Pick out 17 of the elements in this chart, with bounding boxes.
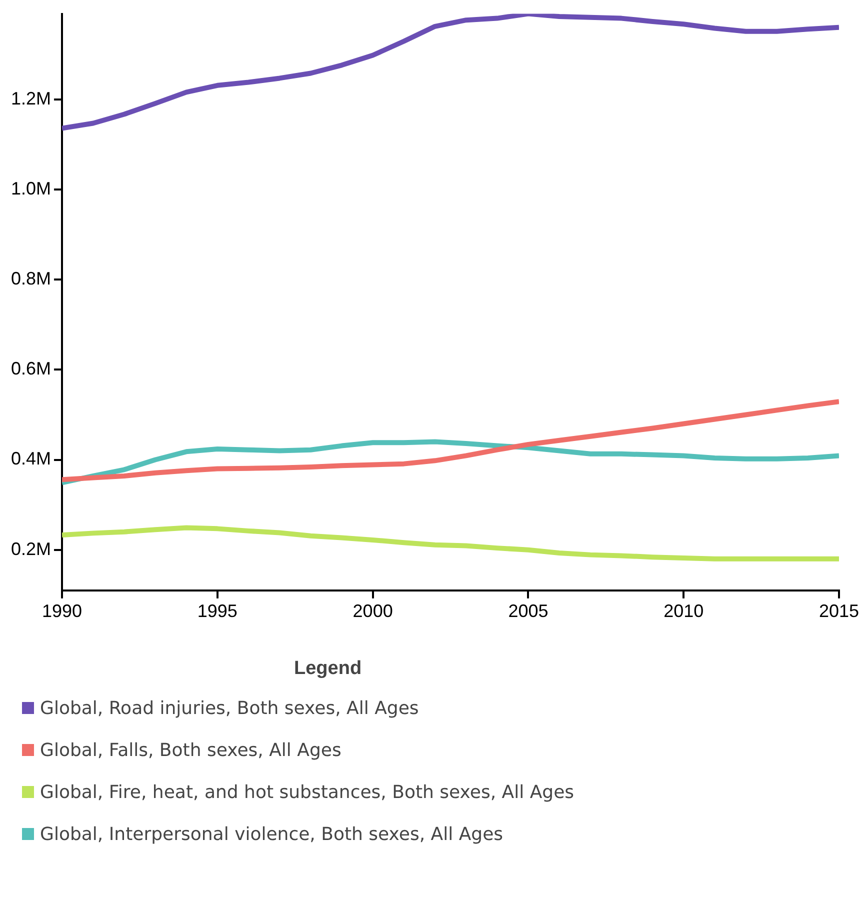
legend-label: Global, Interpersonal violence, Both sexes, All Ages xyxy=(40,824,504,844)
y-tick-label: 0.4M xyxy=(10,448,52,469)
x-tick-label: 2000 xyxy=(352,601,393,622)
x-tick-label: 1995 xyxy=(197,601,238,622)
legend-label: Global, Falls, Both sexes, All Ages xyxy=(40,740,342,760)
y-tick-label: 0.2M xyxy=(10,538,52,559)
y-tick-label: 1.2M xyxy=(10,88,52,108)
legend-label: Global, Road injuries, Both sexes, All Ages xyxy=(40,698,419,718)
y-tick-label: 1.0M xyxy=(10,178,52,198)
y-tick-label: 0.8M xyxy=(10,268,52,289)
x-tick-label: 2015 xyxy=(818,601,860,622)
x-tick-label: 2010 xyxy=(664,601,704,622)
x-tick-label: 2005 xyxy=(508,601,548,622)
y-tick-label: 0.6M xyxy=(10,358,52,379)
x-tick-label: 1990 xyxy=(42,601,82,622)
legend-title: Legend xyxy=(294,658,363,680)
legend-label: Global, Fire, heat, and hot substances, Both sexes, All Ages xyxy=(40,782,574,802)
